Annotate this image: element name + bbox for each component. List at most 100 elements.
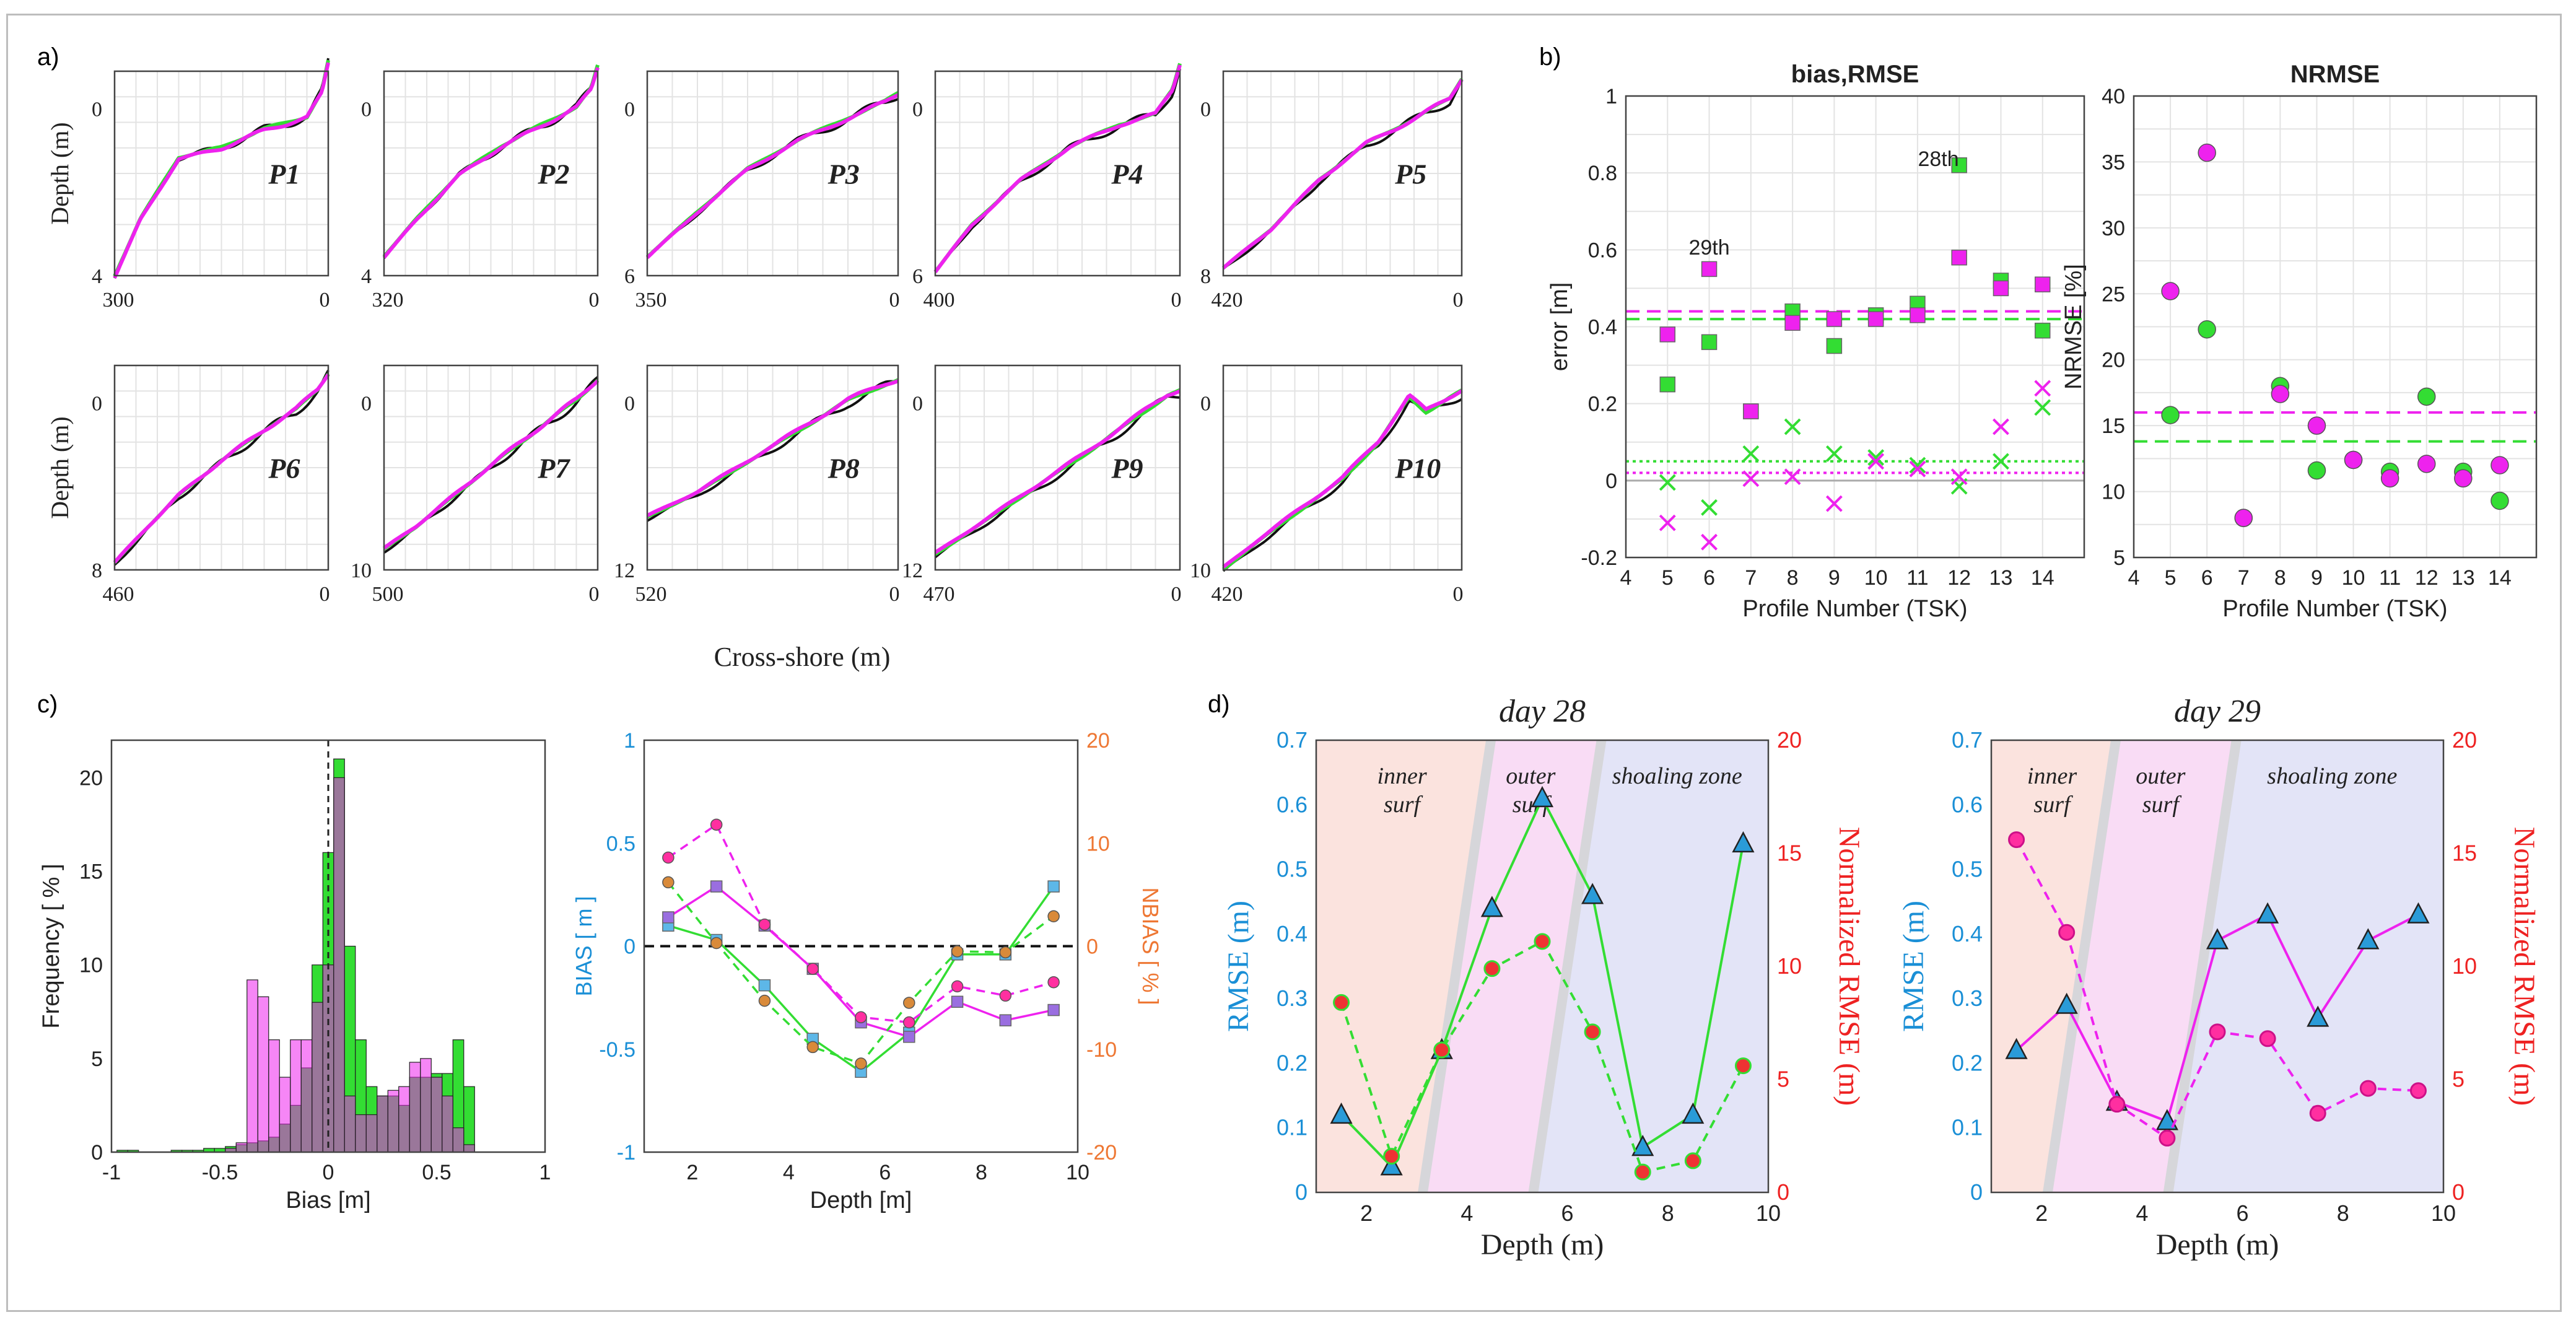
day29-ytick-left: 0	[1970, 1179, 1983, 1205]
day28-zone-label: outer	[1506, 763, 1555, 789]
nrmse-xtick: 8	[2274, 566, 2286, 590]
bias-rmse-point-stroke-b	[2034, 380, 2051, 397]
day28-ytick-right: 5	[1777, 1067, 1789, 1092]
depth-bias-ytick-left: 1	[624, 729, 635, 753]
depth-bias-point	[951, 995, 964, 1008]
bias-rmse-ytick: -0.2	[1581, 546, 1617, 570]
profile-p2-xtick-left: 320	[372, 289, 404, 312]
profile-p8-label: P8	[827, 453, 860, 484]
day29-point-rmse	[2005, 1038, 2028, 1059]
histogram-xtick: 0.5	[422, 1161, 451, 1184]
depth-bias-series-2	[662, 876, 1060, 1070]
profile-p8-curves	[646, 378, 899, 522]
day28-ytick-left: 0.7	[1277, 727, 1308, 753]
day29-ylabel-left: RMSE (m)	[1897, 901, 1930, 1032]
histogram-xtick: -1	[102, 1161, 121, 1184]
day28-point-nrmse	[1684, 1152, 1701, 1169]
bias-rmse-point	[1659, 474, 1676, 491]
profile-p4-grid	[935, 71, 1180, 276]
panel-label-c: c)	[37, 691, 58, 718]
nrmse-title: NRMSE	[2290, 61, 2380, 88]
profile-p2-xtick-right: 0	[589, 289, 600, 312]
bias-rmse-point	[1659, 376, 1676, 393]
day29-point-nrmse	[2209, 1023, 2226, 1041]
bias-rmse-point-stroke-b	[1701, 533, 1718, 551]
nrmse-xtick: 12	[2415, 566, 2438, 590]
day28-point-nrmse	[1584, 1023, 1601, 1041]
profile-p6-xtick-left: 460	[103, 583, 134, 606]
nrmse-point	[2307, 416, 2326, 435]
depth-bias-ylabel-left: BIAS [ m ]	[571, 896, 596, 996]
bias-rmse-ytick: 0.2	[1588, 393, 1617, 416]
profile-p9-grid	[935, 365, 1180, 570]
profile-p8-ytick-top: 0	[624, 393, 635, 416]
bias-rmse-point-stroke-b	[1909, 460, 1926, 478]
depth-bias-point	[855, 1057, 867, 1070]
bias-rmse-point-stroke-b	[1784, 468, 1801, 486]
bias-rmse-point	[1743, 403, 1759, 419]
bias-rmse-point	[1659, 326, 1676, 343]
depth-bias-point	[758, 979, 771, 992]
profile-p1-ytick-bottom: 4	[92, 265, 102, 288]
day29-ytick-right: 20	[2452, 727, 2477, 753]
bias-rmse-point	[1701, 334, 1718, 351]
day29-point-nrmse	[2359, 1080, 2377, 1097]
histogram-ytick: 0	[91, 1141, 103, 1165]
profile-p8-border	[646, 364, 899, 571]
depth-bias-ytick-right: 20	[1086, 729, 1110, 753]
nrmse-ylabel: NRMSE [%]	[2061, 264, 2087, 390]
profile-p2-label: P2	[537, 159, 569, 190]
day29-point-rmse	[2357, 928, 2380, 950]
histogram-xtick: 0	[323, 1161, 334, 1184]
bias-rmse-xtick: 8	[1787, 566, 1799, 590]
bias-rmse-xtick: 9	[1828, 566, 1840, 590]
profile-p4-ytick-top: 0	[912, 98, 923, 121]
profile-p9-label: P9	[1111, 453, 1143, 484]
nrmse-ytick: 15	[2102, 414, 2125, 438]
histogram-bar-magenta	[463, 1144, 475, 1153]
bias-rmse-point	[1951, 157, 1967, 173]
profile-p3-xtick-left: 350	[635, 289, 667, 312]
bias-rmse-point	[1867, 449, 1885, 466]
bias-rmse-point	[1993, 453, 2009, 470]
bias-rmse-point	[2034, 380, 2051, 397]
depth-bias-point	[903, 1016, 915, 1029]
nrmse-point	[2198, 320, 2216, 339]
panel-a-ylabel-bottom: Depth (m)	[46, 416, 74, 519]
histogram-xtick: -0.5	[202, 1161, 238, 1184]
histogram-bar-magenta	[300, 1039, 313, 1153]
profile-p2-ytick-top: 0	[361, 98, 372, 121]
day29-zone-label: surf	[2033, 792, 2073, 818]
bias-rmse-point	[1701, 261, 1718, 278]
day29-zones	[1991, 740, 2443, 1192]
depth-bias-ytick-left: -0.5	[599, 1038, 635, 1062]
nrmse-point	[2234, 509, 2253, 527]
bias-rmse-point-stroke-b	[1742, 470, 1760, 487]
day28-xtick: 8	[1662, 1200, 1674, 1226]
day29-zone-label: surf	[2142, 792, 2182, 818]
bias-rmse-point	[1993, 280, 2009, 297]
bias-rmse-point	[1784, 468, 1801, 486]
profile-p3-grid	[647, 71, 898, 276]
bias-rmse-point	[1742, 445, 1760, 462]
bias-rmse-point-stroke-b	[1867, 449, 1885, 466]
profile-p6-curves	[113, 369, 330, 566]
depth-bias-xtick: 10	[1066, 1161, 1089, 1184]
profile-p9-xtick-left: 470	[923, 583, 955, 606]
bias-rmse-point	[1993, 418, 2009, 435]
nrmse-plot-border	[2133, 95, 2538, 559]
histogram-ytick: 5	[91, 1047, 103, 1071]
bias-rmse-xtick: 10	[1864, 566, 1888, 590]
bias-rmse-ytick: 0	[1605, 470, 1617, 493]
profile-p1-curves	[113, 58, 330, 279]
figure-frame	[6, 14, 2562, 1312]
depth-bias-point	[806, 1041, 819, 1054]
profile-p3-label: P3	[827, 159, 860, 190]
bias-rmse-point	[1825, 445, 1843, 462]
profile-p3-curves	[645, 91, 899, 260]
histogram-bar-magenta	[387, 1090, 399, 1153]
nrmse-ytick: 35	[2102, 151, 2125, 174]
day29-point-rmse	[2155, 1109, 2178, 1130]
bias-rmse-ylabel: error [m]	[1547, 282, 1573, 372]
profile-p2-grid	[384, 71, 598, 276]
